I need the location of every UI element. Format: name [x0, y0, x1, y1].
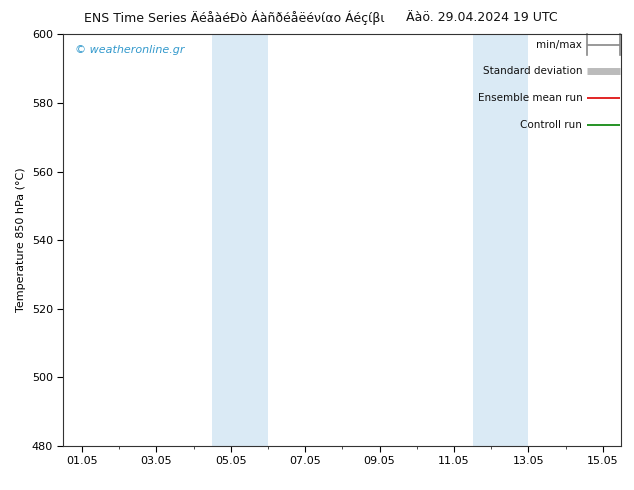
- Text: Äàö. 29.04.2024 19 UTC: Äàö. 29.04.2024 19 UTC: [406, 11, 558, 24]
- Bar: [212, 34, 268, 446]
- Text: © weatheronline.gr: © weatheronline.gr: [75, 45, 184, 54]
- Y-axis label: Temperature 850 hPa (°C): Temperature 850 hPa (°C): [16, 168, 26, 313]
- Bar: [472, 34, 528, 446]
- Text: ENS Time Series ÄéåàéÐò Áàñðéåëéνίαο Áéçίβι: ENS Time Series ÄéåàéÐò Áàñðéåëéνίαο Áéç…: [84, 11, 385, 25]
- Text: Controll run: Controll run: [521, 120, 582, 130]
- Text: Ensemble mean run: Ensemble mean run: [477, 93, 582, 103]
- Text: Standard deviation: Standard deviation: [482, 66, 582, 76]
- Text: min/max: min/max: [536, 40, 582, 49]
